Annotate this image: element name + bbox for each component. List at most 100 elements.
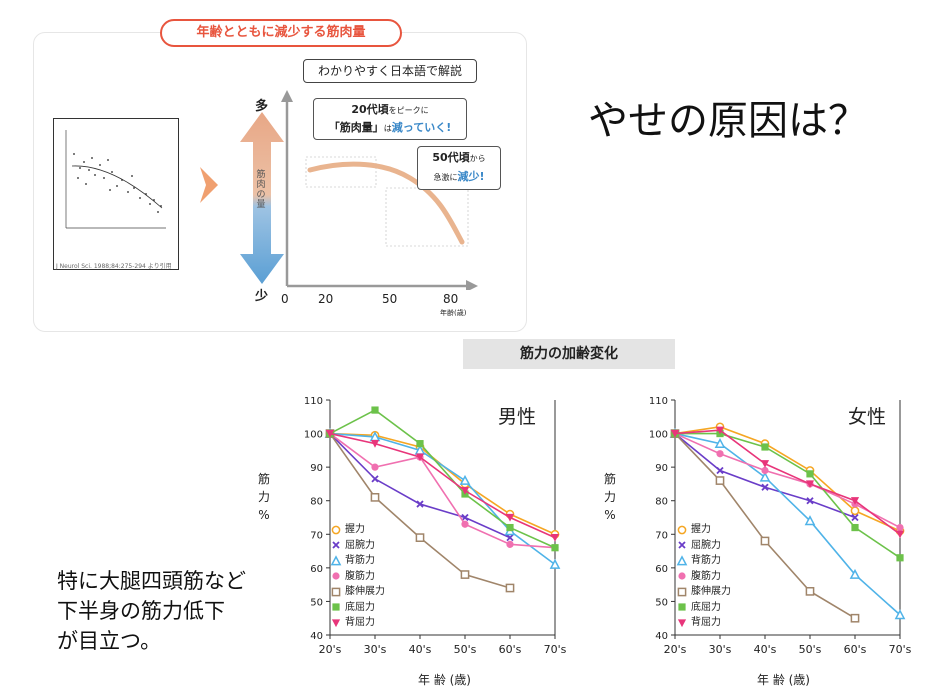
legend-label: 底屈力 <box>691 601 721 613</box>
legend-label: 膝伸展力 <box>691 586 731 597</box>
bubble1-age: 20代頃 <box>351 103 389 116</box>
x-tick-50: 50 <box>382 292 398 306</box>
male-strength-chart: 40 50 60 70 80 90 100 110 20's 30's 40's 50's 60's 70… <box>304 396 567 656</box>
data-point <box>325 429 335 438</box>
data-point <box>506 540 514 548</box>
bubble1-suffix: をピークに <box>388 106 429 115</box>
legend-marker <box>677 587 687 597</box>
y-axis-top-label: 多 <box>255 99 269 114</box>
data-point <box>851 523 859 532</box>
data-point <box>896 554 904 562</box>
data-point <box>506 523 514 532</box>
legend-marker <box>331 587 341 597</box>
data-point <box>806 497 814 505</box>
series-6 <box>670 426 905 539</box>
series-6 <box>325 429 560 542</box>
legend-item: 底屈力 <box>330 600 385 616</box>
legend-marker-shape <box>677 587 687 597</box>
female-strength-chart: 40 50 60 70 80 90 100 110 20's 30's 40's 50's 60's 70… <box>649 396 912 656</box>
data-point <box>371 463 379 471</box>
y-tick-label: 90 <box>655 463 668 474</box>
legend-marker-shape <box>332 541 340 549</box>
legend-label: 背屈力 <box>691 617 721 628</box>
legend-marker <box>331 525 341 535</box>
data-point <box>550 534 560 542</box>
data-point <box>760 536 770 546</box>
legend-marker-shape <box>330 555 342 566</box>
muscle-amount-label: 筋肉の量 <box>256 170 266 210</box>
data-point <box>505 583 515 593</box>
legend-item: 握力 <box>330 522 385 538</box>
female-legend: 握力 屈腕力 背筋力 腹筋力 膝伸展力 底屈力 背屈力 <box>676 522 731 631</box>
series-line <box>674 432 901 529</box>
legend-label: 屈腕力 <box>345 539 375 551</box>
data-point <box>460 570 470 579</box>
legend-marker <box>332 572 340 580</box>
data-point <box>805 480 815 489</box>
y-tick-label: 110 <box>649 396 668 407</box>
y-tick-label: 80 <box>655 497 668 508</box>
legend-marker-shape <box>677 619 687 627</box>
legend-label: 屈腕力 <box>691 539 721 551</box>
legend-label: 握力 <box>691 524 711 535</box>
legend-marker-shape <box>332 572 340 580</box>
legend-item: 膝伸展力 <box>676 584 731 600</box>
data-point <box>416 500 424 508</box>
legend-label: 底屈力 <box>345 601 375 613</box>
legend-marker <box>332 603 340 611</box>
x-tick-label: 20's <box>319 643 342 656</box>
legend-marker-shape <box>331 587 341 597</box>
y-tick-label: 80 <box>310 497 323 508</box>
strength-banner: 筋力の加齢変化 <box>463 339 675 369</box>
legend-label: 背筋力 <box>691 555 721 566</box>
data-point <box>415 533 425 542</box>
paper-scatter-plot <box>65 130 166 229</box>
legend-label: 背屈力 <box>345 617 375 628</box>
note-text: 特に大腿四頭筋など 下半身の筋力低下 が目立つ。 <box>57 569 246 653</box>
headline: やせの原因は？ <box>588 98 868 144</box>
data-point <box>761 466 769 475</box>
data-point <box>850 613 860 623</box>
x-tick-20: 20 <box>318 292 334 306</box>
legend-item: 屈腕力 <box>676 538 731 554</box>
x-tick-0: 0 <box>281 292 289 306</box>
legend-marker-shape <box>678 603 686 611</box>
y-tick-label: 50 <box>655 597 668 608</box>
female-x-axis-label: 年 齢 (歳) <box>757 673 810 687</box>
y-tick-label: 110 <box>304 396 323 407</box>
data-point <box>549 558 561 569</box>
legend-marker-shape <box>678 572 686 580</box>
data-point <box>460 487 470 495</box>
data-point <box>850 506 860 516</box>
legend-label: 膝伸展力 <box>345 586 385 597</box>
data-point <box>716 450 724 458</box>
legend-item: 背筋力 <box>330 553 385 569</box>
data-point <box>895 530 905 539</box>
legend-label: 握力 <box>345 524 365 535</box>
legend-marker <box>676 555 688 566</box>
legend-item: 底屈力 <box>676 600 731 616</box>
data-point <box>714 437 726 448</box>
data-point <box>370 493 380 502</box>
data-point <box>715 476 725 485</box>
series-line <box>675 432 901 559</box>
data-point <box>894 609 906 620</box>
data-point <box>896 523 904 532</box>
legend-item: 背屈力 <box>676 615 731 631</box>
data-point <box>849 568 861 579</box>
peak-bubble: 20代頃をピークに 「筋肉量」は減っていく! <box>313 98 467 140</box>
x-tick-label: 30's <box>364 643 387 656</box>
explain-box: わかりやすく日本語で解説 <box>303 59 477 83</box>
data-point <box>459 474 471 485</box>
x-tick-label: 60's <box>844 643 867 656</box>
paper-figure-thumbnail <box>53 118 179 270</box>
bubble1-decrease: 減っていく! <box>391 121 452 134</box>
data-point <box>416 440 424 448</box>
legend-marker <box>678 572 686 580</box>
muscle-amount-arrow-icon <box>240 112 284 284</box>
paper-caption: J Neurol Sci. 1988;84:275-294 より引用 <box>56 263 172 270</box>
data-point <box>371 406 379 414</box>
data-point <box>804 515 816 526</box>
data-point <box>761 483 769 491</box>
x-tick-label: 50's <box>799 643 822 656</box>
